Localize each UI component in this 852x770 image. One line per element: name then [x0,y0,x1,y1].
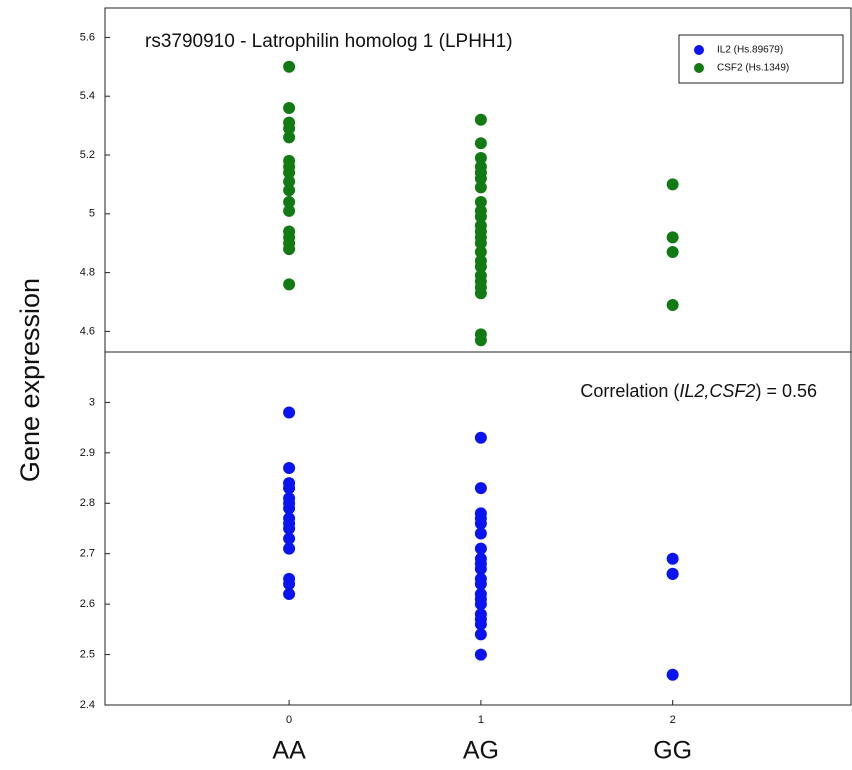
point [283,278,296,291]
y-tick-label: 5.6 [80,31,95,43]
point [474,237,487,250]
y-tick-label: 3 [89,396,95,408]
x-tick-label: 0 [286,714,292,726]
point [474,542,487,555]
point [474,577,487,590]
point [474,527,487,540]
point [474,196,487,209]
point [283,166,296,179]
y-tick-label: 2.9 [80,447,95,459]
annotation: Correlation (IL2,CSF2) = 0.56 [580,381,817,401]
point [474,628,487,641]
x-tick-label: 2 [670,714,676,726]
point [283,461,296,474]
point [283,482,296,495]
point [283,588,296,601]
legend-marker [694,45,704,55]
y-tick-label: 5.2 [80,149,95,161]
y-axis-label: Gene expression [15,278,45,482]
legend-label: CSF2 (Hs.1349) [717,63,789,74]
point [666,668,679,681]
point [474,562,487,575]
point [474,287,487,300]
point [474,113,487,126]
point [283,122,296,135]
point [283,532,296,545]
category-label: GG [653,737,692,765]
point [474,618,487,631]
category-label: AG [463,737,499,765]
annotation-genes: IL2,CSF2 [679,381,755,401]
y-tick-label: 2.5 [80,648,95,660]
point [474,648,487,661]
y-tick-label: 4.8 [80,267,95,279]
point [474,172,487,185]
annotation-text: ) = 0.56 [755,381,817,401]
point [666,298,679,311]
point [474,431,487,444]
point [474,181,487,194]
point [283,243,296,256]
plot-frame [104,351,852,706]
y-tick-label: 2.8 [80,497,95,509]
point [283,196,296,209]
point [474,260,487,273]
point [283,131,296,144]
point [283,101,296,114]
y-tick-label: 4.6 [80,325,95,337]
point [666,246,679,259]
point [666,178,679,191]
point [474,246,487,259]
point [283,522,296,535]
y-tick-label: 5 [89,208,95,220]
chart-title: rs3790910 - Latrophilin homolog 1 (LPHH1… [145,31,513,52]
point [666,231,679,244]
y-tick-label: 2.6 [80,598,95,610]
point [474,210,487,223]
point [474,517,487,530]
point [474,151,487,164]
y-tick-label: 2.4 [80,699,95,711]
point [283,577,296,590]
category-label: AA [272,737,306,765]
point [474,598,487,611]
legend-marker [694,63,704,73]
point [283,60,296,73]
point [283,204,296,217]
y-tick-label: 5.4 [80,90,95,102]
legend-box [678,34,844,84]
point [283,502,296,515]
point [474,334,487,347]
annotation-text: Correlation ( [580,381,679,401]
x-tick-label: 1 [478,714,484,726]
point [283,406,296,419]
point [474,137,487,150]
point [474,482,487,495]
point [283,184,296,197]
y-tick-label: 2.7 [80,548,95,560]
point [666,567,679,580]
point [666,552,679,565]
point [283,542,296,555]
legend-label: IL2 (Hs.89679) [717,45,783,56]
point [283,175,296,188]
